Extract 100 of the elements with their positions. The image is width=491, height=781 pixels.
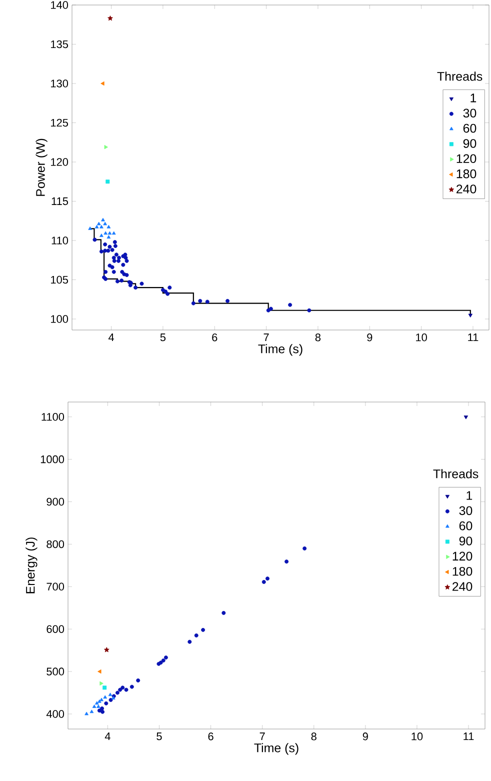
point bbox=[103, 695, 108, 699]
legend-label: 1 bbox=[466, 491, 472, 500]
legend-label: 180 bbox=[452, 566, 472, 576]
point bbox=[106, 224, 111, 228]
y-tick-label: 900 bbox=[46, 498, 64, 506]
y-tick-label: 125 bbox=[51, 118, 68, 127]
point bbox=[108, 231, 112, 235]
point bbox=[136, 678, 140, 682]
y-tick-label: 135 bbox=[51, 40, 68, 48]
legend-label: 240 bbox=[456, 184, 476, 194]
point bbox=[108, 264, 112, 268]
point bbox=[124, 688, 128, 692]
point bbox=[120, 278, 124, 283]
point bbox=[205, 300, 210, 304]
y-tick-label: 115 bbox=[52, 197, 68, 206]
point bbox=[117, 256, 122, 260]
point bbox=[112, 258, 116, 263]
point bbox=[100, 81, 104, 86]
point bbox=[103, 222, 107, 226]
x-tick-label: 4 bbox=[108, 334, 114, 342]
point bbox=[284, 560, 289, 564]
y-axis-title: Energy (J) bbox=[26, 538, 38, 594]
x-tick-label: 10 bbox=[412, 732, 423, 740]
legend-label: 90 bbox=[459, 536, 472, 546]
point bbox=[106, 235, 111, 239]
point bbox=[268, 306, 273, 311]
x-tick-label: 5 bbox=[156, 732, 162, 740]
point bbox=[112, 240, 117, 244]
point bbox=[110, 248, 114, 252]
x-tick-label: 10 bbox=[416, 334, 427, 342]
point bbox=[161, 658, 166, 662]
point bbox=[168, 286, 172, 290]
point bbox=[115, 690, 120, 695]
x-axis-title: Time (s) bbox=[254, 743, 298, 755]
point bbox=[102, 686, 107, 690]
point bbox=[106, 180, 110, 184]
point bbox=[94, 701, 99, 705]
y-tick-label: 100 bbox=[51, 315, 68, 323]
y-tick-label: 110 bbox=[52, 236, 68, 244]
point bbox=[198, 298, 202, 303]
x-tick-label: 4 bbox=[104, 732, 110, 740]
point bbox=[98, 669, 102, 674]
point bbox=[112, 270, 116, 274]
point bbox=[130, 684, 134, 689]
y-tick-label: 1100 bbox=[42, 412, 64, 421]
point bbox=[128, 283, 132, 288]
point bbox=[94, 224, 99, 228]
y-tick-label: 500 bbox=[46, 668, 64, 676]
point bbox=[124, 273, 129, 278]
legend-title: Threads bbox=[433, 469, 478, 478]
x-tick-label: 9 bbox=[367, 334, 372, 342]
y-tick-label: 105 bbox=[51, 276, 68, 284]
x-tick-label: 9 bbox=[362, 732, 368, 740]
x-tick-label: 5 bbox=[160, 334, 166, 342]
point bbox=[124, 256, 128, 260]
point bbox=[114, 252, 118, 257]
x-tick-label: 8 bbox=[311, 732, 316, 740]
point bbox=[100, 706, 104, 710]
x-tick-label: 6 bbox=[208, 732, 214, 740]
legend-label: 30 bbox=[459, 506, 472, 516]
y-tick-label: 130 bbox=[51, 80, 68, 88]
point bbox=[226, 298, 230, 303]
point bbox=[104, 144, 108, 150]
point bbox=[124, 258, 129, 263]
point bbox=[100, 698, 104, 702]
point bbox=[103, 242, 108, 246]
y-tick-label: 800 bbox=[46, 540, 64, 548]
point bbox=[104, 270, 108, 274]
point bbox=[108, 244, 112, 249]
point bbox=[188, 640, 192, 644]
point bbox=[140, 282, 144, 286]
legend-label: 180 bbox=[456, 169, 476, 178]
point bbox=[118, 688, 122, 692]
point bbox=[96, 704, 100, 708]
point bbox=[108, 698, 113, 702]
x-tick-label: 11 bbox=[468, 334, 478, 342]
point bbox=[103, 248, 108, 253]
point bbox=[120, 686, 125, 690]
point bbox=[166, 292, 170, 296]
point bbox=[201, 628, 206, 632]
point bbox=[88, 226, 92, 230]
point bbox=[100, 681, 104, 686]
point bbox=[104, 701, 108, 706]
point bbox=[92, 238, 97, 242]
point bbox=[468, 314, 472, 318]
legend-label: 120 bbox=[452, 552, 472, 561]
point bbox=[113, 244, 118, 248]
point bbox=[302, 546, 307, 550]
point bbox=[164, 290, 168, 294]
point bbox=[464, 416, 468, 420]
legend-label: 90 bbox=[463, 139, 476, 148]
x-tick-label: 7 bbox=[260, 732, 265, 740]
point bbox=[100, 224, 104, 228]
point bbox=[222, 610, 226, 615]
point bbox=[134, 286, 138, 290]
point bbox=[92, 704, 96, 708]
point bbox=[112, 256, 116, 260]
point bbox=[96, 222, 101, 226]
y-tick-label: 400 bbox=[46, 710, 64, 718]
point bbox=[191, 301, 196, 306]
